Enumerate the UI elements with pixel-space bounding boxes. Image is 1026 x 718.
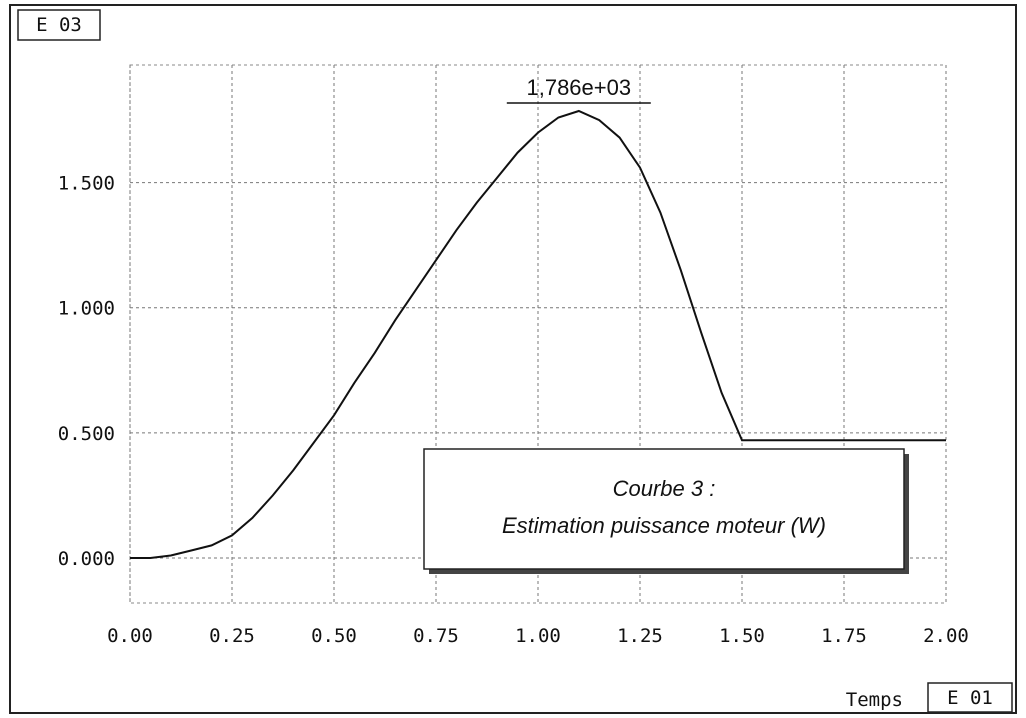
x-axis-label: Temps (846, 689, 903, 711)
line-series (130, 109, 946, 559)
y-exponent-box (17, 9, 101, 41)
x-tick-label: 1.00 (515, 625, 561, 647)
x-tick-label: 0.75 (413, 625, 459, 647)
legend-box (423, 448, 905, 570)
x-tick-label: 0.00 (107, 625, 153, 647)
legend-title: Courbe 3 : (613, 476, 716, 501)
x-exponent: E 01 (947, 687, 993, 709)
legend-text: Estimation puissance moteur (W) (502, 513, 826, 538)
x-tick-label: 1.25 (617, 625, 663, 647)
x-tick-label: 1.75 (821, 625, 867, 647)
x-tick-label: 0.50 (311, 625, 357, 647)
y-tick-label: 0.000 (58, 548, 115, 570)
annotation-text: 1,786e+03 (526, 75, 631, 100)
y-tick-label: 1.500 (58, 173, 115, 195)
x-tick-label: 2.00 (923, 625, 969, 647)
frame (9, 4, 1017, 714)
x-exponent-box (927, 682, 1013, 713)
x-tick-label: 0.25 (209, 625, 255, 647)
y-exponent: E 03 (36, 14, 82, 36)
y-tick-label: 0.500 (58, 423, 115, 445)
y-tick-label: 1.000 (58, 298, 115, 320)
x-tick-label: 1.50 (719, 625, 765, 647)
